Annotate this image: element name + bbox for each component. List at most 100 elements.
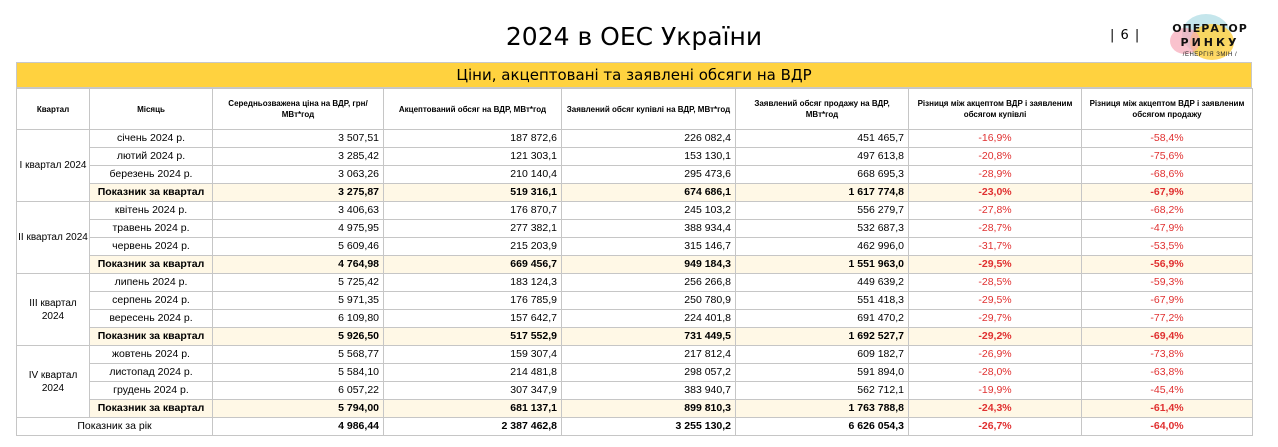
value-cell: -68,2%: [1081, 201, 1253, 220]
value-cell: -68,6%: [1081, 165, 1253, 184]
value-cell: 519 316,1: [383, 183, 562, 202]
month-cell: жовтень 2024 р.: [89, 345, 213, 364]
month-cell: Показник за квартал: [89, 327, 213, 346]
value-cell: 245 103,2: [561, 201, 736, 220]
value-cell: 176 785,9: [383, 291, 562, 310]
month-cell: січень 2024 р.: [89, 129, 213, 148]
value-cell: 215 203,9: [383, 237, 562, 256]
value-cell: 451 465,7: [735, 129, 909, 148]
month-cell: червень 2024 р.: [89, 237, 213, 256]
value-cell: 1 692 527,7: [735, 327, 909, 346]
value-cell: -19,9%: [908, 381, 1082, 400]
table-row: ІІІ квартал 2024 липень 2024 р. 5 725,42 18…: [16, 273, 1253, 346]
table-title: Ціни, акцептовані та заявлені обсяги на …: [16, 62, 1252, 88]
value-cell: -28,5%: [908, 273, 1082, 292]
value-cell: -26,9%: [908, 345, 1082, 364]
value-cell: 4 764,98: [212, 255, 384, 274]
value-cell: 3 406,63: [212, 201, 384, 220]
month-cell: квітень 2024 р.: [89, 201, 213, 220]
value-cell: 609 182,7: [735, 345, 909, 364]
value-cell: 1 551 963,0: [735, 255, 909, 274]
value-cell: -16,9%: [908, 129, 1082, 148]
value-cell: 6 626 054,3: [735, 417, 909, 436]
value-cell: 307 347,9: [383, 381, 562, 400]
value-cell: 3 255 130,2: [561, 417, 736, 436]
value-cell: 315 146,7: [561, 237, 736, 256]
value-cell: 4 975,95: [212, 219, 384, 238]
month-cell: березень 2024 р.: [89, 165, 213, 184]
value-cell: -29,2%: [908, 327, 1082, 346]
value-cell: 5 926,50: [212, 327, 384, 346]
page-number: | 6 |: [1110, 28, 1141, 43]
value-cell: -28,0%: [908, 363, 1082, 382]
month-cell: травень 2024 р.: [89, 219, 213, 238]
value-cell: 5 971,35: [212, 291, 384, 310]
value-cell: -63,8%: [1081, 363, 1253, 382]
value-cell: 224 401,8: [561, 309, 736, 328]
value-cell: 532 687,3: [735, 219, 909, 238]
value-cell: -58,4%: [1081, 129, 1253, 148]
column-header: Середньозважена ціна на ВДР, грн/МВт*год: [212, 88, 384, 130]
logo-tagline: /ЕНЕРГІЯ ЗМІН /: [1182, 52, 1238, 58]
value-cell: 4 986,44: [212, 417, 384, 436]
value-cell: -24,3%: [908, 399, 1082, 418]
quarter-total-row: Показник за квартал 4 764,98 669 456,7 949 …: [17, 255, 1253, 274]
value-cell: 295 473,6: [561, 165, 736, 184]
value-cell: -61,4%: [1081, 399, 1253, 418]
month-cell: листопад 2024 р.: [89, 363, 213, 382]
value-cell: -75,6%: [1081, 147, 1253, 166]
column-header: Заявлений обсяг продажу на ВДР, МВт*год: [735, 88, 909, 130]
value-cell: -31,7%: [908, 237, 1082, 256]
value-cell: 681 137,1: [383, 399, 562, 418]
value-cell: 3 507,51: [212, 129, 384, 148]
value-cell: -28,7%: [908, 219, 1082, 238]
value-cell: 899 810,3: [561, 399, 736, 418]
value-cell: 183 124,3: [383, 273, 562, 292]
year-total-row: Показник за рік 4 986,44 2 387 462,8 3 255 …: [16, 417, 1253, 436]
value-cell: 5 794,00: [212, 399, 384, 418]
table-row: грудень 2024 р. 6 057,22 307 347,9 383 940,…: [17, 381, 1253, 400]
quarter-label: IV квартал 2024: [16, 345, 90, 418]
value-cell: 159 307,4: [383, 345, 562, 364]
column-header: Квартал: [16, 88, 90, 130]
value-cell: 6 109,80: [212, 309, 384, 328]
month-cell: Показник за квартал: [89, 183, 213, 202]
table-row: IV квартал 2024 жовтень 2024 р. 5 568,77 15…: [16, 345, 1253, 418]
value-cell: 5 725,42: [212, 273, 384, 292]
table-row: червень 2024 р. 5 609,46 215 203,9 315 146,…: [17, 237, 1253, 256]
value-cell: 669 456,7: [383, 255, 562, 274]
value-cell: 3 063,26: [212, 165, 384, 184]
value-cell: 176 870,7: [383, 201, 562, 220]
value-cell: 5 584,10: [212, 363, 384, 382]
value-cell: 383 940,7: [561, 381, 736, 400]
value-cell: 691 470,2: [735, 309, 909, 328]
column-header: Заявлений обсяг купівлі на ВДР, МВт*год: [561, 88, 736, 130]
value-cell: 949 184,3: [561, 255, 736, 274]
value-cell: -64,0%: [1081, 417, 1253, 436]
quarter-label: ІІ квартал 2024: [16, 201, 90, 274]
value-cell: -23,0%: [908, 183, 1082, 202]
table-row: І квартал 2024 січень 2024 р. 3 507,51 187 …: [16, 129, 1253, 202]
column-header: Різниця між акцептом ВДР і заявленим обс…: [908, 88, 1082, 130]
value-cell: -77,2%: [1081, 309, 1253, 328]
value-cell: 1 763 788,8: [735, 399, 909, 418]
month-cell: Показник за квартал: [89, 255, 213, 274]
value-cell: -67,9%: [1081, 291, 1253, 310]
month-cell: серпень 2024 р.: [89, 291, 213, 310]
table-row: березень 2024 р. 3 063,26 210 140,4 295 473…: [17, 165, 1253, 184]
operator-rynku-logo: ОПЕРАТОР РИНКУ /ЕНЕРГІЯ ЗМІН /: [1160, 12, 1260, 62]
month-cell: Показник за квартал: [89, 399, 213, 418]
month-cell: липень 2024 р.: [89, 273, 213, 292]
month-cell: лютий 2024 р.: [89, 147, 213, 166]
column-header: Місяць: [89, 88, 213, 130]
value-cell: -27,8%: [908, 201, 1082, 220]
value-cell: 298 057,2: [561, 363, 736, 382]
value-cell: 462 996,0: [735, 237, 909, 256]
value-cell: -26,7%: [908, 417, 1082, 436]
quarter-label: І квартал 2024: [16, 129, 90, 202]
table-row: лютий 2024 р. 3 285,42 121 303,1 153 130,1 4…: [17, 147, 1253, 166]
value-cell: 214 481,8: [383, 363, 562, 382]
value-cell: 562 712,1: [735, 381, 909, 400]
value-cell: 210 140,4: [383, 165, 562, 184]
value-cell: 2 387 462,8: [383, 417, 562, 436]
